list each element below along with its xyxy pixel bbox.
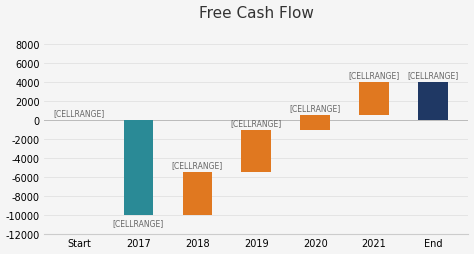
Bar — [241, 130, 271, 173]
Text: [CELLRANGE]: [CELLRANGE] — [113, 218, 164, 227]
Bar — [301, 116, 330, 130]
Text: [CELLRANGE]: [CELLRANGE] — [230, 118, 282, 127]
Text: [CELLRANGE]: [CELLRANGE] — [290, 104, 341, 113]
Text: [CELLRANGE]: [CELLRANGE] — [348, 71, 400, 80]
Text: [CELLRANGE]: [CELLRANGE] — [54, 109, 105, 118]
Bar — [359, 83, 389, 116]
Bar — [182, 173, 212, 215]
Title: Free Cash Flow: Free Cash Flow — [199, 6, 314, 21]
Bar — [419, 83, 448, 121]
Text: [CELLRANGE]: [CELLRANGE] — [408, 71, 459, 80]
Bar — [124, 121, 153, 215]
Text: [CELLRANGE]: [CELLRANGE] — [172, 161, 223, 170]
